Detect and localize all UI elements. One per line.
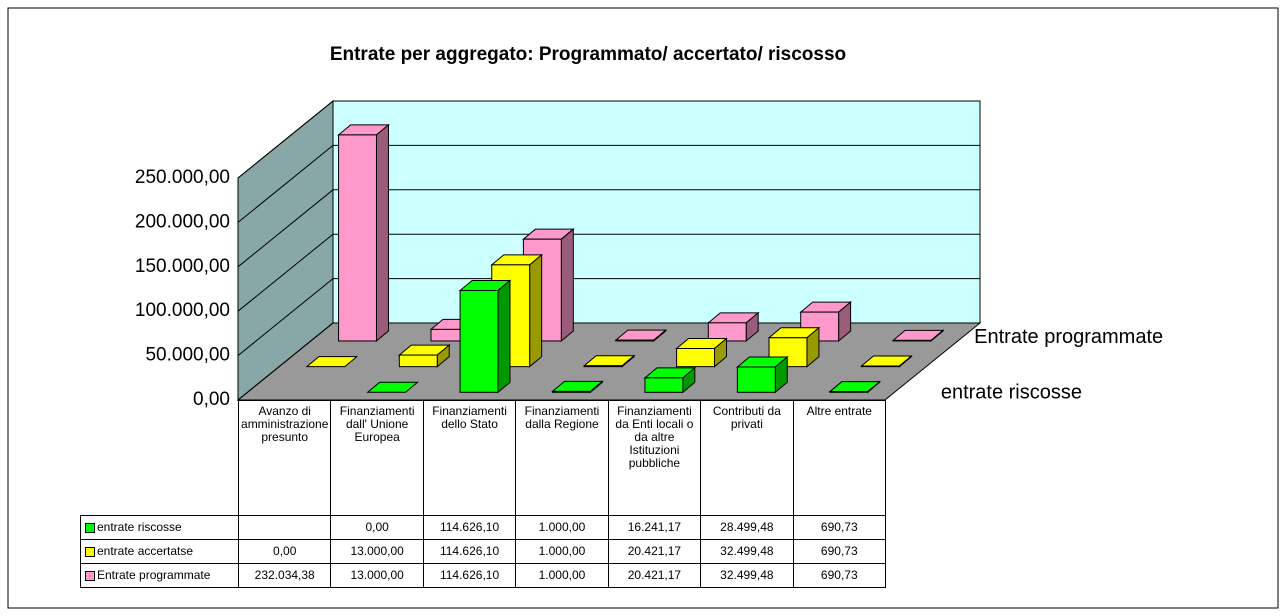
table-cell: 0,00 [238, 539, 332, 564]
table-legend: Entrate programmate [80, 563, 239, 588]
table-header: Finanziamenti dalla Regione [515, 400, 609, 516]
grid-line [237, 233, 980, 312]
table-cell: 114.626,10 [422, 539, 517, 564]
bar-side [529, 253, 543, 368]
table-legend: entrate riscosse [80, 515, 239, 540]
legend-label: Entrate programmate [97, 568, 211, 582]
y-tick-label: 250.000,00 [135, 167, 230, 188]
grid-line [237, 189, 980, 268]
table-cell: 114.626,10 [422, 563, 517, 588]
table-cell: 20.421,17 [607, 539, 702, 564]
depth-label: entrate riscosse [941, 381, 1082, 403]
bar [768, 337, 808, 368]
bar-side [375, 123, 389, 343]
table-cell [238, 515, 332, 540]
y-tick-label: 100.000,00 [135, 300, 230, 321]
table-cell: 20.421,17 [607, 563, 702, 588]
bar-top [366, 381, 419, 393]
y-tick-label: 50.000,00 [145, 345, 230, 366]
legend-label: entrate riscosse [97, 520, 182, 534]
bar [459, 290, 499, 393]
grid-line [237, 278, 980, 356]
bar [860, 365, 900, 368]
bar [800, 311, 840, 342]
table-header: Altre entrate [792, 400, 886, 516]
table-cell: 32.499,48 [700, 539, 794, 564]
table-header: Finanziamenti dello Stato [422, 400, 517, 516]
table-cell: 690,73 [792, 539, 886, 564]
table-cell: 16.241,17 [607, 515, 702, 540]
table-cell: 13.000,00 [330, 563, 424, 588]
legend-swatch [85, 522, 95, 533]
bar [583, 365, 623, 368]
bar [338, 134, 377, 342]
table-cell: 32.499,48 [700, 563, 794, 588]
table-header: Finanziamenti dall' Unione Europea [330, 400, 424, 516]
chart-title: Entrate per aggregato: Programmato/ acce… [330, 44, 846, 65]
grid-line [237, 322, 980, 401]
grid-line [237, 100, 980, 179]
bar [736, 366, 776, 393]
bar-top [305, 356, 359, 368]
bar [398, 354, 438, 368]
bar [829, 391, 869, 393]
back-wall [332, 100, 981, 324]
y-tick-label: 200.000,00 [135, 211, 230, 232]
table-cell: 1.000,00 [515, 515, 609, 540]
table-cell: 13.000,00 [330, 539, 424, 564]
table-cell: 1.000,00 [515, 563, 609, 588]
table-header: Contributi da privati [700, 400, 794, 516]
bar [707, 322, 747, 342]
y-tick-label: 0,00 [193, 389, 230, 410]
table-cell: 690,73 [792, 515, 886, 540]
y-tick-label: 150.000,00 [135, 256, 230, 277]
bar [615, 339, 655, 342]
legend-swatch [85, 546, 95, 557]
table-cell: 1.000,00 [515, 539, 609, 564]
grid-line [237, 144, 980, 223]
legend-label: entrate accertatse [97, 544, 194, 558]
legend-swatch [85, 570, 95, 581]
bar-side [497, 279, 511, 394]
bar-side [560, 228, 574, 343]
depth-label: Entrate programmate [974, 326, 1163, 348]
table-cell: 114.626,10 [422, 515, 517, 540]
table-cell: 232.034,38 [238, 563, 332, 588]
table-cell: 0,00 [330, 515, 424, 540]
table-legend: entrate accertatse [80, 539, 239, 564]
bar [892, 339, 932, 342]
table-cell: 28.499,48 [700, 515, 794, 540]
bar [644, 377, 684, 393]
bar [552, 390, 591, 393]
table-cell: 690,73 [792, 563, 886, 588]
table-header: Finanziamenti da Enti locali o da altre … [607, 400, 702, 516]
bar [676, 347, 716, 368]
table-header: Avanzo di amministrazione presunto [238, 400, 332, 516]
